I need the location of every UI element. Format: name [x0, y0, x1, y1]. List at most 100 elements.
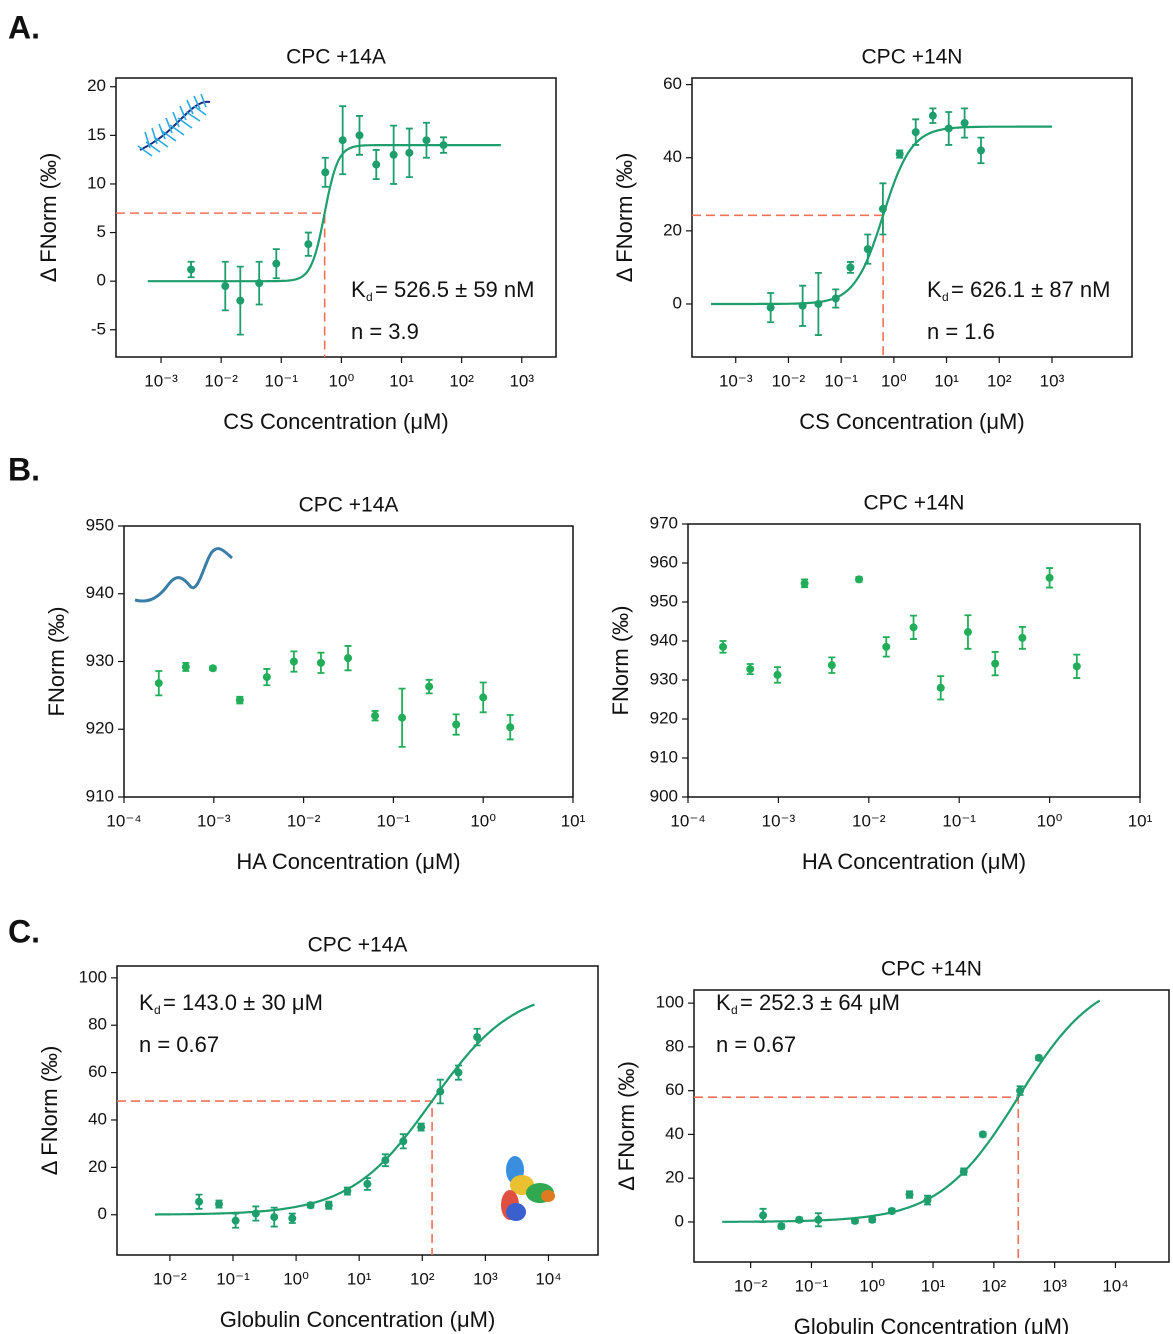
data-point: [746, 665, 755, 674]
data-point: [766, 303, 775, 312]
y-tick-label: 100: [656, 993, 684, 1012]
y-tick-label: 20: [665, 1168, 684, 1187]
data-point: [795, 1215, 804, 1224]
data-point: [405, 148, 414, 157]
data-point: [208, 664, 217, 673]
data-point: [814, 1215, 823, 1224]
x-axis-label: CS Concentration (μM): [223, 409, 448, 434]
chart: CPC +14N CS Concentration (μM) Δ FNorm (‰)…: [612, 46, 1133, 434]
data-point: [452, 720, 461, 729]
x-tick-label: 10⁻²: [734, 1276, 768, 1295]
data-point: [773, 670, 782, 679]
data-point: [343, 1187, 352, 1196]
data-point: [338, 136, 347, 145]
y-tick-label: 900: [650, 786, 678, 805]
x-tick-label: 10⁰: [283, 1269, 309, 1288]
x-tick-label: 10⁴: [1102, 1276, 1128, 1295]
y-tick-label: 0: [673, 293, 682, 312]
data-point: [181, 662, 190, 671]
chart: CPC +14N HA Concentration (μM) FNorm (‰) 10…: [608, 492, 1153, 874]
data-point: [800, 579, 809, 588]
data-point: [262, 673, 271, 682]
data-point: [195, 1197, 204, 1206]
data-point: [895, 150, 904, 159]
data-point: [963, 628, 972, 637]
y-tick-label: 60: [663, 74, 682, 93]
y-tick-label: 60: [88, 1062, 107, 1081]
data-point: [1072, 662, 1081, 671]
data-point: [777, 1222, 786, 1231]
antibody-icon: [501, 1156, 555, 1221]
y-tick-label: 10: [87, 173, 106, 192]
data-point: [417, 1123, 426, 1132]
y-tick-label: 20: [87, 76, 106, 95]
hill-coefficient: n = 1.6: [927, 319, 995, 344]
x-tick-label: 10⁰: [329, 371, 355, 390]
data-point: [960, 118, 969, 127]
plot-frame: [691, 77, 1133, 358]
data-point: [231, 1216, 240, 1225]
x-axis-label: Globulin Concentration (μM): [220, 1307, 496, 1332]
kd-symbol: K: [716, 990, 731, 1015]
y-tick-label: 940: [650, 630, 678, 649]
x-tick-label: 10¹: [921, 1276, 946, 1295]
y-tick-label: 930: [86, 651, 114, 670]
y-axis-label: Δ FNorm (‰): [36, 153, 61, 283]
fit-curve: [711, 125, 1052, 306]
x-tick-label: 10⁻²: [852, 811, 886, 830]
x-tick-label: 10⁰: [859, 1276, 885, 1295]
data-point: [372, 160, 381, 169]
x-tick-label: 10⁻³: [762, 811, 796, 830]
y-axis-label: Δ FNorm (‰): [37, 1046, 62, 1176]
x-tick-label: 10⁻²: [287, 811, 321, 830]
data-point: [863, 245, 872, 254]
x-tick-label: 10³: [1040, 371, 1065, 390]
data-point: [221, 282, 230, 291]
data-point: [1016, 1086, 1025, 1095]
x-axis-label: HA Concentration (μM): [802, 849, 1026, 874]
data-point: [399, 1137, 408, 1146]
data-point: [909, 623, 918, 632]
x-tick-label: 10⁻³: [719, 371, 753, 390]
panel-label: A.: [8, 9, 40, 45]
data-point: [850, 1216, 859, 1225]
data-point: [814, 299, 823, 308]
kd-value: = 143.0 ± 30 μM: [163, 990, 323, 1015]
chart-title: CPC +14A: [308, 934, 408, 957]
data-point: [855, 575, 864, 584]
data-point: [439, 141, 448, 150]
y-tick-label: 0: [98, 1204, 107, 1223]
kd-value: = 526.5 ± 59 nM: [375, 277, 534, 302]
kd-value: = 252.3 ± 64 μM: [740, 990, 900, 1015]
data-point: [289, 657, 298, 666]
data-point: [978, 1130, 987, 1139]
data-point: [1018, 633, 1027, 642]
data-point: [371, 711, 380, 720]
data-point: [321, 168, 330, 177]
data-point: [304, 240, 313, 249]
x-axis-label: CS Concentration (μM): [799, 409, 1024, 434]
data-point: [381, 1156, 390, 1165]
data-point: [878, 204, 887, 213]
data-point: [306, 1201, 315, 1210]
y-tick-label: 940: [86, 583, 114, 602]
data-point: [1045, 573, 1054, 582]
x-tick-label: 10⁰: [881, 371, 907, 390]
data-point: [324, 1201, 333, 1210]
y-tick-label: 950: [86, 515, 114, 534]
y-tick-label: 100: [79, 967, 107, 986]
x-tick-label: 10²: [410, 1269, 435, 1288]
x-tick-label: 10²: [982, 1276, 1007, 1295]
data-point: [506, 723, 515, 732]
data-point: [236, 296, 245, 305]
data-point: [831, 294, 840, 303]
data-point: [887, 1207, 896, 1216]
data-point: [255, 279, 264, 288]
data-point: [355, 131, 364, 140]
chart: CPC +14N Globulin Concentration (μM) Δ FNo…: [614, 958, 1170, 1334]
y-tick-label: 80: [665, 1036, 684, 1055]
x-tick-label: 10⁻²: [772, 371, 806, 390]
data-point: [187, 265, 196, 274]
x-tick-label: 10¹: [1128, 811, 1153, 830]
data-point: [759, 1211, 768, 1220]
